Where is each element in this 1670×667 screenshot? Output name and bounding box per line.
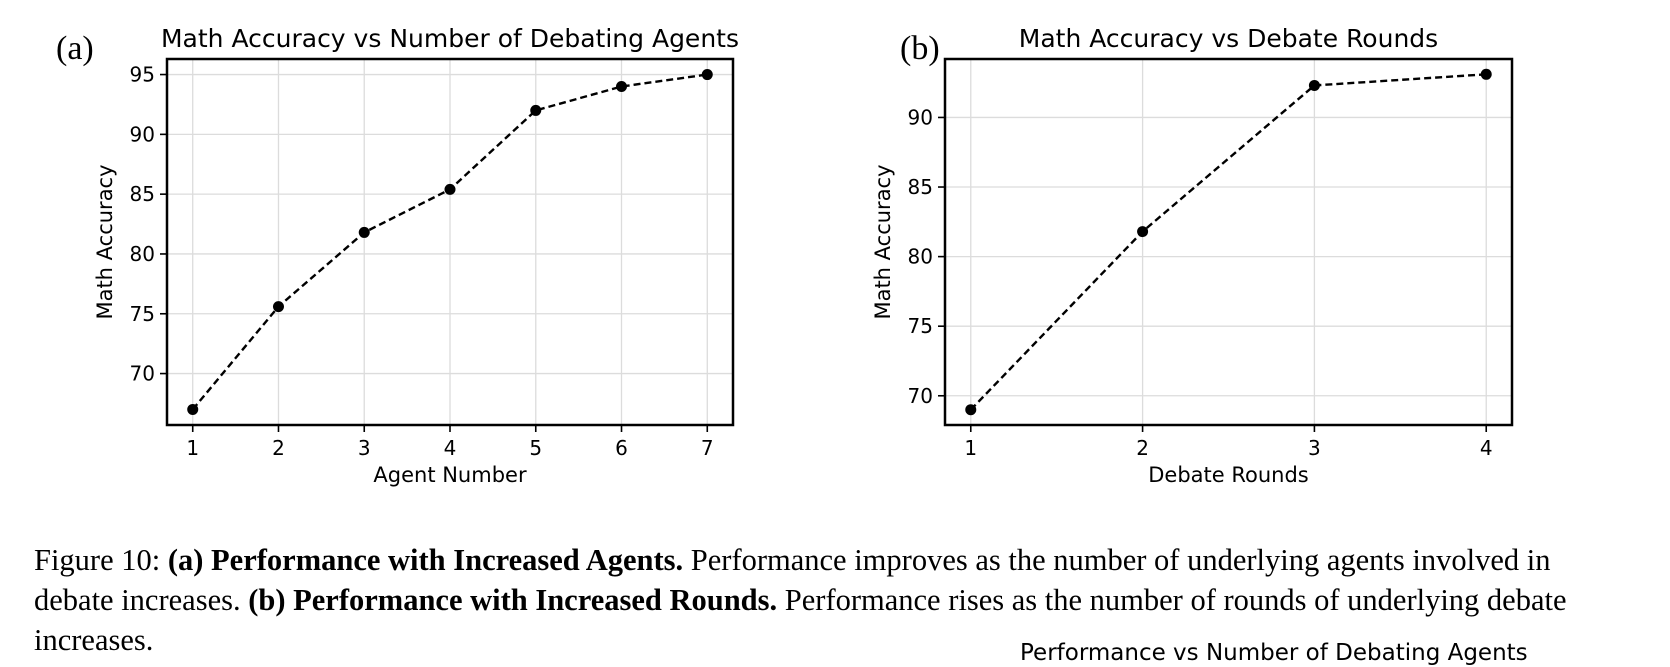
x-tick-label: 1	[964, 436, 977, 460]
y-tick-label: 80	[908, 245, 933, 269]
y-tick-label: 70	[908, 384, 933, 408]
plot-frame	[943, 57, 1514, 427]
x-axis-label: Debate Rounds	[1148, 463, 1309, 487]
x-tick-label: 4	[444, 436, 457, 460]
caption-figure-label: Figure 10:	[34, 543, 161, 577]
data-point	[1137, 226, 1149, 238]
data-point	[701, 69, 713, 81]
data-point	[530, 104, 542, 116]
y-axis-label: Math Accuracy	[871, 164, 895, 319]
chart-title: Math Accuracy vs Debate Rounds	[1019, 24, 1438, 53]
caption-b-text: Performance rises as the number of round…	[34, 583, 1567, 657]
next-figure-title: Performance vs Number of Debating Agents	[1020, 640, 1528, 666]
y-tick-label: 75	[908, 314, 933, 338]
chart-title: Math Accuracy vs Number of Debating Agen…	[161, 24, 739, 53]
panel-label-b: (b)	[900, 30, 940, 67]
x-tick-label: 2	[272, 436, 285, 460]
y-tick-label: 90	[908, 105, 933, 129]
chart-rounds: 1 2 3 4 70 75 80 85 90 Math Accuracy vs Debate Ro…	[871, 24, 1514, 487]
y-tick-label: 85	[130, 182, 155, 206]
y-tick-label: 85	[908, 175, 933, 199]
caption-b-heading: (b) Performance with Increased Rounds.	[248, 583, 778, 617]
x-tick-label: 5	[529, 436, 542, 460]
data-point	[616, 81, 628, 93]
series-line	[969, 73, 1487, 411]
panel-label-a: (a)	[56, 30, 94, 67]
data-point	[187, 403, 199, 415]
caption-a-text: Performance improves as the number of un…	[34, 543, 1551, 617]
y-tick-label: 95	[130, 63, 155, 87]
x-tick-label: 3	[1308, 436, 1321, 460]
data-point	[272, 301, 284, 313]
x-tick-label: 3	[358, 436, 371, 460]
data-point	[1480, 68, 1492, 80]
y-tick-label: 70	[130, 362, 155, 386]
data-point	[358, 226, 370, 238]
x-axis-label: Agent Number	[373, 463, 527, 487]
data-point	[965, 404, 977, 416]
y-axis-label: Math Accuracy	[93, 164, 117, 319]
y-tick-label: 90	[130, 122, 155, 146]
x-tick-label: 1	[186, 436, 199, 460]
data-point	[444, 183, 456, 195]
x-tick-label: 7	[701, 436, 714, 460]
y-tick-label: 80	[130, 242, 155, 266]
x-tick-label: 4	[1480, 436, 1493, 460]
x-tick-label: 2	[1136, 436, 1149, 460]
y-tick-label: 75	[130, 302, 155, 326]
caption-a-heading: (a) Performance with Increased Agents.	[167, 543, 684, 577]
figure-caption: Figure 10: (a) Performance with Increase…	[34, 540, 1634, 660]
x-tick-label: 6	[615, 436, 628, 460]
data-point	[1308, 79, 1320, 91]
